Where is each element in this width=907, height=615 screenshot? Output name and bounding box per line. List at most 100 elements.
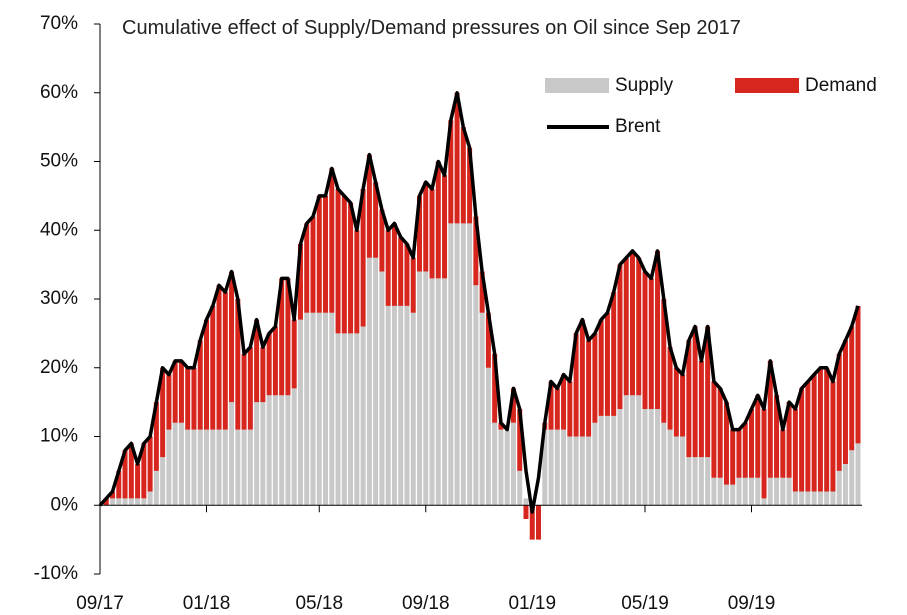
bar-supply <box>279 395 285 506</box>
bar-supply <box>229 402 235 506</box>
bar-demand <box>592 333 598 423</box>
bar-demand <box>510 388 516 423</box>
bar-supply <box>648 409 654 506</box>
bar-supply <box>617 409 623 506</box>
bar-demand <box>128 443 134 499</box>
bar-supply <box>830 491 836 506</box>
bar-supply <box>304 312 310 506</box>
bar-demand <box>354 230 360 334</box>
bar-supply <box>598 415 604 506</box>
bar-demand <box>604 312 610 416</box>
bar-supply <box>705 457 711 506</box>
bar-supply <box>642 409 648 506</box>
bar-demand <box>473 216 479 286</box>
bar-demand <box>316 195 322 313</box>
bar-demand <box>348 202 354 334</box>
bar-demand <box>811 374 817 492</box>
bar-demand <box>485 312 491 368</box>
bar-demand <box>642 271 648 409</box>
bar-demand <box>680 374 686 437</box>
bar-supply <box>323 312 329 506</box>
legend-swatch <box>545 78 609 93</box>
bar-supply <box>435 278 441 506</box>
bar-demand <box>774 395 780 478</box>
bar-supply <box>623 395 629 506</box>
bar-demand <box>435 161 441 279</box>
bar-demand <box>742 422 748 478</box>
bar-demand <box>272 326 278 396</box>
bar-demand <box>817 367 823 492</box>
bar-supply <box>567 436 573 506</box>
x-tick-label: 09/19 <box>728 593 776 614</box>
bar-demand <box>241 354 247 430</box>
bar-demand <box>561 374 567 430</box>
bar-demand <box>573 333 579 437</box>
bar-supply <box>241 429 247 506</box>
bar-demand <box>723 402 729 485</box>
bar-supply <box>354 333 360 506</box>
bar-supply <box>510 422 516 506</box>
bar-supply <box>542 429 548 506</box>
bar-supply <box>799 491 805 506</box>
bar-demand <box>398 237 404 306</box>
bar-demand <box>147 436 153 492</box>
bar-demand <box>210 305 216 430</box>
bar-demand <box>135 464 141 499</box>
bar-demand <box>103 498 109 506</box>
bar-supply <box>611 415 617 506</box>
bar-demand <box>492 354 498 423</box>
bar-demand <box>323 195 329 313</box>
bar-supply <box>579 436 585 506</box>
bar-demand <box>761 409 767 499</box>
bar-supply <box>711 477 717 506</box>
bar-demand <box>385 230 391 306</box>
bar-demand <box>460 127 466 224</box>
legend-swatch <box>735 78 799 93</box>
bar-supply <box>842 464 848 506</box>
bar-demand <box>222 292 228 430</box>
bar-demand <box>617 264 623 409</box>
bar-supply <box>366 257 372 506</box>
bar-supply <box>172 422 178 506</box>
bar-supply <box>767 477 773 506</box>
bar-supply <box>467 223 473 506</box>
bar-demand <box>567 381 573 437</box>
bar-demand <box>655 250 661 409</box>
bar-demand <box>366 154 372 258</box>
bar-demand <box>291 319 297 389</box>
bar-supply <box>855 443 861 506</box>
y-tick-label: 60% <box>40 82 78 103</box>
bar-demand <box>479 271 485 313</box>
bar-supply <box>116 498 122 506</box>
bar-supply <box>755 477 761 506</box>
bar-supply <box>260 402 266 506</box>
bar-demand <box>203 319 209 430</box>
bar-supply <box>416 271 422 506</box>
bar-demand <box>523 505 529 519</box>
bar-supply <box>849 450 855 506</box>
bar-demand <box>780 429 786 478</box>
bar-demand <box>360 189 366 327</box>
bar-demand <box>166 374 172 430</box>
bar-demand <box>636 257 642 396</box>
bar-demand <box>379 209 385 272</box>
bar-demand <box>266 333 272 396</box>
bar-supply <box>373 257 379 506</box>
bar-demand <box>329 168 335 313</box>
bar-supply <box>216 429 222 506</box>
bar-supply <box>604 415 610 506</box>
bar-supply <box>661 422 667 506</box>
bar-demand <box>586 340 592 437</box>
bar-supply <box>517 470 523 506</box>
bar-demand <box>285 278 291 396</box>
bar-supply <box>316 312 322 506</box>
bar-demand <box>335 189 341 334</box>
bar-supply <box>485 367 491 506</box>
bar-demand <box>730 429 736 485</box>
bar-demand <box>579 319 585 437</box>
bar-demand <box>692 326 698 458</box>
bar-demand <box>849 326 855 451</box>
bar-demand <box>842 340 848 464</box>
bar-supply <box>185 429 191 506</box>
